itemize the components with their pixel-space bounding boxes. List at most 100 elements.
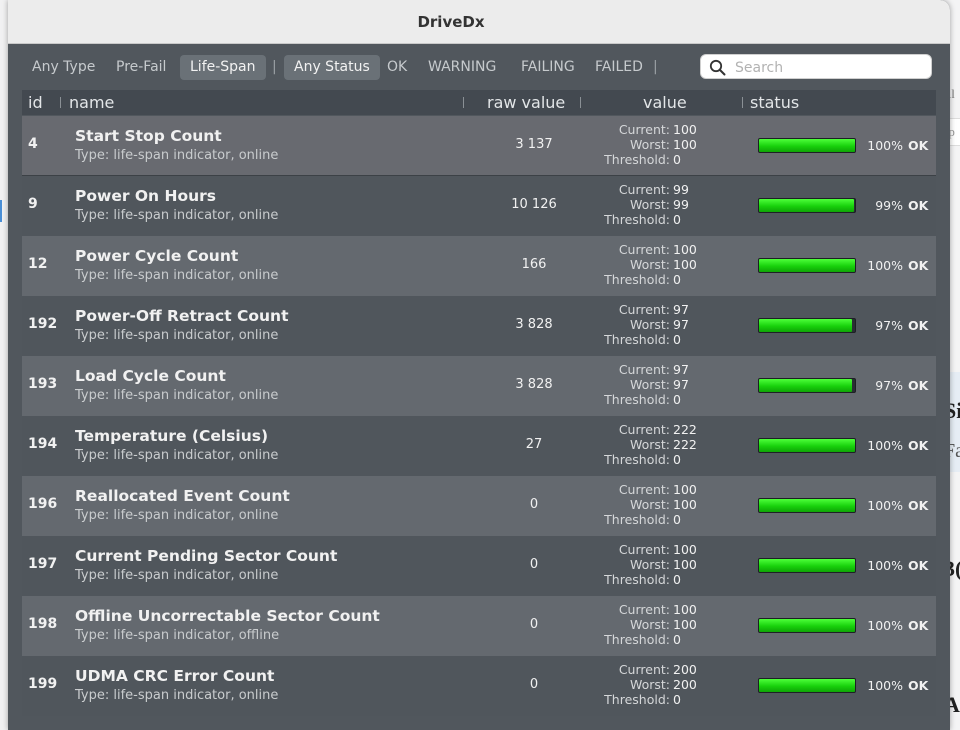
table-row[interactable]: 193 Load Cycle Count Type: life-span indic… bbox=[22, 356, 936, 416]
filter-any-status-button[interactable]: Any Status bbox=[284, 55, 380, 80]
filter-ok-button[interactable]: OK bbox=[387, 59, 408, 75]
health-bar bbox=[758, 198, 856, 213]
current-value: 100 bbox=[673, 602, 697, 617]
status-badge: OK bbox=[908, 558, 929, 573]
health-bar bbox=[758, 318, 856, 333]
attribute-name: Offline Uncorrectable Sector Count bbox=[75, 607, 380, 625]
filter-failing-button[interactable]: FAILING bbox=[521, 59, 575, 75]
table-row[interactable]: 9 Power On Hours Type: life-span indicator… bbox=[22, 176, 936, 236]
health-bar-fill bbox=[759, 199, 855, 212]
attribute-name: Power On Hours bbox=[75, 187, 217, 205]
table-header: id name raw value value status bbox=[22, 90, 936, 115]
current-label: Current: bbox=[618, 542, 670, 557]
health-bar-fill bbox=[759, 139, 855, 152]
table-row[interactable]: 192 Power-Off Retract Count Type: life-spa… bbox=[22, 296, 936, 356]
title-bar[interactable]: DriveDx bbox=[8, 0, 950, 44]
threshold-label: Threshold: bbox=[604, 572, 670, 587]
value-labels: Current: Worst: Threshold: bbox=[582, 542, 670, 587]
column-header-raw-value[interactable]: raw value bbox=[487, 93, 566, 112]
worst-value: 222 bbox=[673, 437, 697, 452]
column-divider[interactable] bbox=[580, 97, 581, 108]
threshold-label: Threshold: bbox=[604, 512, 670, 527]
worst-label: Worst: bbox=[629, 557, 670, 572]
attribute-type: Type: life-span indicator, online bbox=[75, 508, 279, 523]
search-input[interactable] bbox=[733, 57, 927, 79]
column-header-id[interactable]: id bbox=[28, 93, 43, 112]
value-labels: Current: Worst: Threshold: bbox=[582, 482, 670, 527]
filter-warning-button[interactable]: WARNING bbox=[428, 59, 497, 75]
value-labels: Current: Worst: Threshold: bbox=[582, 602, 670, 647]
column-divider[interactable] bbox=[463, 97, 464, 108]
table-row[interactable]: 194 Temperature (Celsius) Type: life-span … bbox=[22, 416, 936, 476]
attribute-id: 4 bbox=[28, 136, 38, 152]
background-selection-marker bbox=[0, 200, 2, 222]
health-bar-fill bbox=[759, 259, 855, 272]
value-labels: Current: Worst: Threshold: bbox=[582, 302, 670, 347]
threshold-value: 0 bbox=[673, 692, 681, 707]
status-badge: OK bbox=[908, 618, 929, 633]
status-badge: OK bbox=[908, 258, 929, 273]
value-numbers: 100 100 0 bbox=[673, 542, 709, 587]
table-row[interactable]: 197 Current Pending Sector Count Type: lif… bbox=[22, 536, 936, 596]
worst-value: 97 bbox=[673, 377, 689, 392]
table-row[interactable]: 12 Power Cycle Count Type: life-span indic… bbox=[22, 236, 936, 296]
health-bar-fill bbox=[759, 559, 855, 572]
toolbar-separator: | bbox=[272, 59, 277, 75]
value-numbers: 97 97 0 bbox=[673, 362, 709, 407]
table-row[interactable]: 198 Offline Uncorrectable Sector Count Typ… bbox=[22, 596, 936, 656]
filter-toolbar: Any Type Pre-Fail Life-Span | Any Status… bbox=[8, 44, 950, 90]
attribute-type: Type: life-span indicator, offline bbox=[75, 628, 280, 643]
raw-value: 3 137 bbox=[515, 137, 553, 152]
toolbar-separator: | bbox=[653, 59, 658, 75]
worst-value: 100 bbox=[673, 137, 697, 152]
status-badge: OK bbox=[908, 318, 929, 333]
health-bar-fill bbox=[759, 499, 855, 512]
filter-life-span-button[interactable]: Life-Span bbox=[180, 55, 266, 80]
attribute-id: 199 bbox=[28, 676, 58, 692]
table-row[interactable]: 4 Start Stop Count Type: life-span indicat… bbox=[22, 116, 936, 176]
table-row[interactable]: 196 Reallocated Event Count Type: life-spa… bbox=[22, 476, 936, 536]
health-percent: 100% bbox=[867, 138, 903, 153]
current-label: Current: bbox=[618, 182, 670, 197]
column-header-value[interactable]: value bbox=[643, 93, 687, 112]
filter-any-type-button[interactable]: Any Type bbox=[32, 59, 96, 75]
current-value: 97 bbox=[673, 302, 689, 317]
threshold-value: 0 bbox=[673, 452, 681, 467]
table-row[interactable]: 199 UDMA CRC Error Count Type: life-span i… bbox=[22, 656, 936, 716]
health-bar-fill bbox=[759, 679, 855, 692]
health-percent: 100% bbox=[867, 678, 903, 693]
value-labels: Current: Worst: Threshold: bbox=[582, 662, 670, 707]
worst-label: Worst: bbox=[629, 257, 670, 272]
value-numbers: 99 99 0 bbox=[673, 182, 709, 227]
background-window-edge bbox=[0, 0, 10, 730]
column-header-name[interactable]: name bbox=[69, 93, 115, 112]
value-labels: Current: Worst: Threshold: bbox=[582, 362, 670, 407]
threshold-label: Threshold: bbox=[604, 272, 670, 287]
threshold-value: 0 bbox=[673, 152, 681, 167]
health-bar bbox=[758, 618, 856, 633]
threshold-label: Threshold: bbox=[604, 632, 670, 647]
health-bar-fill bbox=[759, 319, 853, 332]
threshold-label: Threshold: bbox=[604, 392, 670, 407]
health-bar bbox=[758, 498, 856, 513]
attribute-name: Start Stop Count bbox=[75, 127, 222, 145]
column-header-status[interactable]: status bbox=[750, 93, 800, 112]
worst-value: 99 bbox=[673, 197, 689, 212]
current-value: 100 bbox=[673, 542, 697, 557]
current-value: 99 bbox=[673, 182, 689, 197]
worst-label: Worst: bbox=[629, 437, 670, 452]
current-label: Current: bbox=[618, 662, 670, 677]
column-divider[interactable] bbox=[742, 97, 743, 108]
filter-pre-fail-button[interactable]: Pre-Fail bbox=[116, 59, 167, 75]
threshold-value: 0 bbox=[673, 272, 681, 287]
threshold-label: Threshold: bbox=[604, 452, 670, 467]
column-divider[interactable] bbox=[60, 97, 61, 108]
search-field[interactable] bbox=[700, 54, 932, 79]
worst-value: 100 bbox=[673, 557, 697, 572]
worst-label: Worst: bbox=[629, 617, 670, 632]
worst-value: 97 bbox=[673, 317, 689, 332]
attribute-id: 12 bbox=[28, 256, 48, 272]
threshold-value: 0 bbox=[673, 512, 681, 527]
health-percent: 100% bbox=[867, 558, 903, 573]
filter-failed-button[interactable]: FAILED bbox=[595, 59, 643, 75]
